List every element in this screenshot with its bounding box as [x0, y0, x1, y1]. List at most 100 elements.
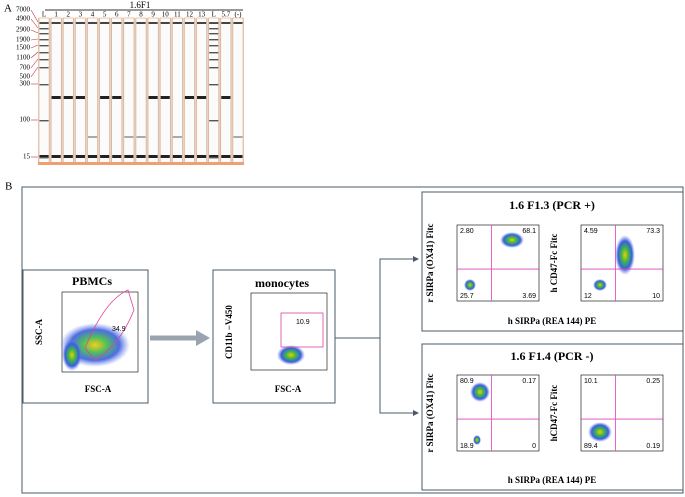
band: [233, 22, 243, 24]
band: [124, 136, 134, 138]
band: [184, 96, 195, 99]
band: [100, 96, 110, 99]
lane: [159, 17, 171, 165]
ladder-label: 7000: [16, 6, 31, 14]
ladder-band: [39, 28, 49, 30]
band: [63, 96, 73, 99]
quadrant-value: 4.59: [584, 228, 598, 235]
band: [75, 96, 85, 99]
plot-area: [456, 374, 540, 452]
ladder-link: [30, 18, 39, 29]
ladder-link: [30, 58, 39, 69]
y-label: r SIRPa (OX41) Fitc: [425, 223, 435, 302]
quadrant-value: 12: [584, 293, 592, 300]
ladder-link: [30, 66, 39, 78]
band: [51, 96, 61, 99]
band: [172, 136, 182, 138]
ladder-label: 1500: [16, 44, 31, 52]
lane: [75, 17, 86, 165]
band: [100, 22, 110, 24]
band: [233, 136, 243, 138]
band: [124, 22, 134, 24]
lane: [99, 17, 111, 165]
cells: [473, 435, 481, 445]
connector: [379, 338, 419, 416]
ladder-label: 700: [20, 64, 31, 72]
band: [136, 22, 146, 24]
band: [87, 136, 98, 138]
lane: [196, 17, 207, 165]
cells: [464, 279, 476, 291]
lane-label: 2: [67, 11, 71, 19]
y-label: r SIRPa (OX41) Fitc: [425, 373, 435, 452]
ladder-label: 1100: [16, 54, 30, 62]
x-label: FSC-A: [275, 384, 302, 394]
quadrant-value: 80.9: [460, 378, 474, 385]
cells: [277, 345, 305, 365]
quadrant-value: 2.80: [460, 228, 474, 235]
lane-label: 9: [151, 11, 155, 19]
ladder-band: [209, 52, 219, 54]
lane-label: L: [212, 11, 216, 19]
quadrant-value: 10: [652, 293, 660, 300]
band: [112, 96, 122, 99]
ladder-link: [30, 38, 39, 41]
arrow-head: [196, 330, 210, 346]
band: [124, 155, 134, 158]
ladder-band: [39, 33, 49, 35]
band: [184, 22, 195, 24]
band: [63, 155, 73, 158]
band: [221, 96, 231, 99]
y-label: CD11b −V450: [224, 305, 234, 359]
lane-label: 5: [103, 11, 107, 19]
band: [75, 22, 85, 24]
ladder-band: [39, 39, 49, 41]
cells: [588, 422, 612, 442]
band: [160, 155, 170, 158]
ladder-band: [39, 59, 49, 61]
lane-label: 1: [54, 11, 58, 19]
ladder-label: 1900: [16, 36, 31, 44]
lane-label: 4: [91, 11, 95, 19]
lane: [123, 17, 135, 165]
x-label: h SIRPa (REA 144) PE: [508, 316, 597, 326]
quadrant-value: 89.4: [584, 443, 598, 450]
ladder-band: [39, 45, 49, 47]
quadrant-value: 0: [532, 443, 536, 450]
lane-label: 7: [127, 11, 131, 19]
cells: [615, 235, 635, 275]
quadrant-value: 3.69: [522, 293, 536, 300]
quadrant-value: 73.3: [646, 228, 660, 235]
panel-label: A: [4, 3, 12, 15]
gel-foot: [38, 162, 244, 165]
band: [148, 22, 158, 24]
lane-label: (-): [234, 11, 242, 19]
lane: [232, 17, 244, 165]
band: [197, 22, 207, 24]
lane-label: 13: [198, 11, 206, 19]
y-label: hCD47-Fc Fitc: [549, 385, 559, 442]
y-label: h CD47-Fc Fitc: [549, 234, 559, 293]
plot-title: PBMCs: [72, 274, 112, 288]
group-title: 1.6 F1.3 (PCR +): [509, 198, 595, 212]
band: [112, 155, 122, 158]
band: [51, 155, 61, 158]
ladder-band: [209, 84, 219, 86]
quadrant-value: 0.19: [646, 443, 660, 450]
quadrant-value: 68.1: [522, 228, 536, 235]
lane-label: 12: [186, 11, 194, 19]
ladder-label: 500: [20, 73, 31, 81]
band: [184, 155, 195, 158]
quadrant-value: 0.17: [522, 378, 536, 385]
lane: [62, 17, 74, 165]
ladder-link: [30, 51, 39, 59]
lane: [147, 17, 159, 165]
band: [100, 155, 110, 158]
lane-label: L: [42, 11, 46, 19]
ladder-band: [209, 33, 219, 35]
cells: [500, 232, 524, 248]
band: [51, 22, 61, 24]
lane: [87, 17, 98, 165]
ladder-band: [39, 120, 49, 122]
